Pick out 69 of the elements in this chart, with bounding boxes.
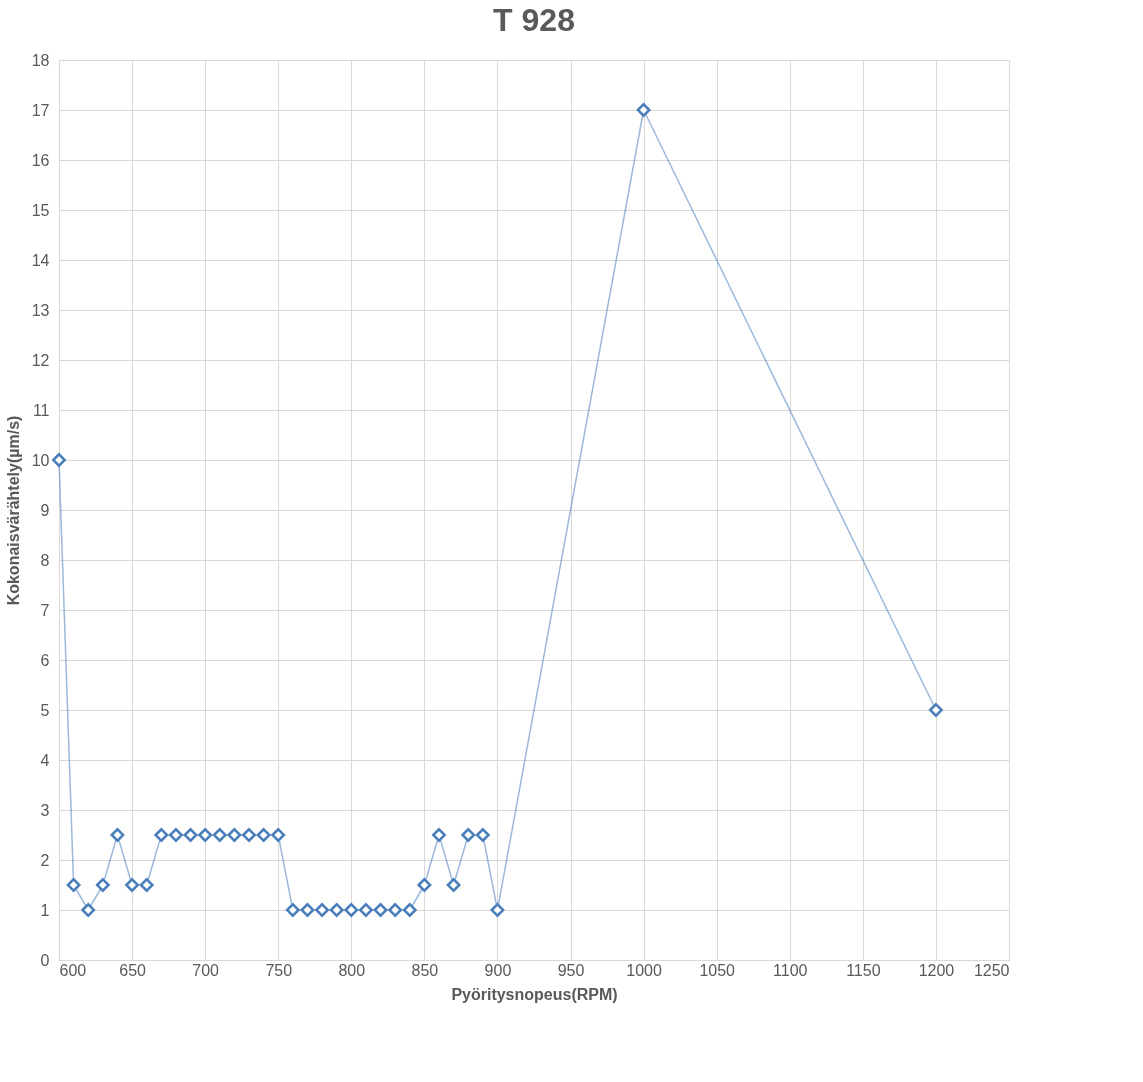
y-tick-label: 14 — [31, 251, 50, 269]
x-tick-label: 950 — [557, 961, 585, 979]
y-tick-label: 2 — [40, 851, 50, 869]
x-tick-label: 1000 — [626, 961, 663, 979]
x-tick-label: 1150 — [846, 961, 881, 979]
y-tick-label: 9 — [40, 501, 50, 519]
point — [139, 878, 154, 892]
point — [446, 878, 461, 892]
y-tick-label: 7 — [40, 601, 50, 619]
point — [125, 878, 140, 892]
y-tick-label: 0 — [40, 951, 50, 969]
y-tick-label: 16 — [31, 151, 50, 169]
y-tick-label: 12 — [31, 351, 50, 369]
y-tick-label: 18 — [31, 51, 50, 69]
x-tick-label: 1200 — [918, 961, 955, 979]
chart-title: T 928 — [493, 2, 575, 38]
y-tick-label: 3 — [40, 801, 50, 819]
y-tick-label: 5 — [40, 701, 50, 719]
point — [52, 453, 66, 467]
x-tick-label: 900 — [484, 961, 512, 979]
point — [315, 903, 330, 917]
x-tick-label: 1100 — [773, 961, 808, 979]
x-tick-label: 700 — [192, 961, 220, 979]
point — [432, 828, 446, 842]
point — [154, 828, 169, 842]
point — [402, 903, 417, 917]
y-tick-label: 4 — [40, 751, 50, 769]
point — [212, 828, 227, 842]
x-tick-label: 600 — [59, 961, 87, 979]
point — [417, 878, 432, 892]
y-tick-label: 6 — [40, 651, 50, 669]
x-tick-label: 1050 — [699, 961, 736, 979]
y-tick-label: 15 — [31, 201, 50, 219]
point — [66, 878, 81, 892]
point — [227, 828, 242, 842]
point — [271, 828, 286, 842]
y-tick-label: 17 — [31, 101, 50, 119]
point — [81, 903, 96, 917]
point — [388, 903, 403, 917]
x-tick-label: 650 — [119, 961, 147, 979]
point — [475, 828, 490, 842]
y-tick-label: 1 — [40, 901, 50, 919]
x-axis-title: Pyöritysnopeus(RPM) — [451, 985, 618, 1003]
point — [344, 903, 359, 917]
point — [256, 828, 271, 842]
point — [300, 903, 315, 917]
point — [242, 828, 256, 842]
y-tick-label: 13 — [31, 301, 50, 319]
x-tick-label: 800 — [338, 961, 366, 979]
point — [461, 828, 476, 842]
point — [285, 903, 300, 917]
point — [168, 828, 183, 842]
point — [358, 903, 373, 917]
x-tick-label: 850 — [411, 961, 439, 979]
x-tick-label: 750 — [265, 961, 293, 979]
y-axis-title: Kokonaisvärähtely(µm/s) — [4, 415, 22, 606]
y-tick-label: 11 — [32, 401, 50, 419]
point — [110, 828, 125, 842]
point — [329, 903, 344, 917]
x-tick-label: 1250 — [973, 961, 1010, 979]
y-tick-label: 8 — [40, 551, 50, 569]
point — [928, 703, 943, 717]
point — [95, 878, 110, 892]
y-tick-label: 10 — [31, 451, 50, 469]
point — [183, 828, 198, 842]
point — [198, 828, 213, 842]
point — [373, 903, 388, 917]
point — [490, 903, 505, 917]
point — [636, 103, 651, 117]
